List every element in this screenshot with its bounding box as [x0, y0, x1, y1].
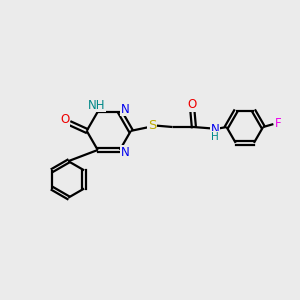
Text: O: O	[61, 113, 70, 127]
Text: NH: NH	[88, 99, 105, 112]
Text: O: O	[188, 98, 197, 111]
Text: N: N	[211, 123, 220, 136]
Text: S: S	[148, 119, 156, 132]
Text: H: H	[212, 132, 219, 142]
Text: N: N	[121, 103, 130, 116]
Text: F: F	[275, 117, 282, 130]
Text: N: N	[121, 146, 130, 159]
